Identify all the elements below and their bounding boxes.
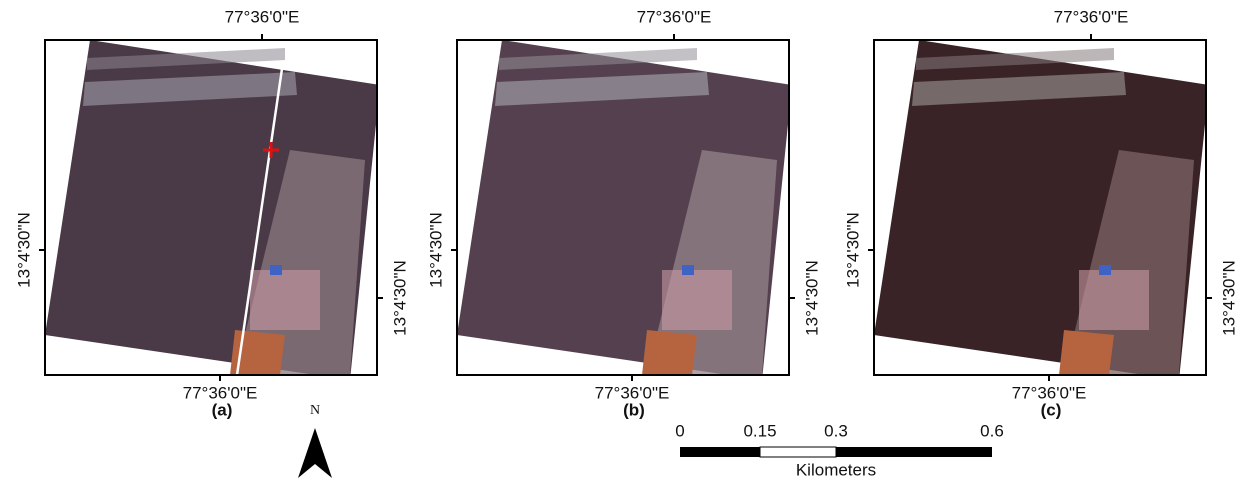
- top-longitude: 77°36'0"E: [637, 7, 712, 26]
- right-latitude: 13°4'30"N: [390, 260, 409, 336]
- right-latitude: 13°4'30"N: [1219, 260, 1238, 336]
- field: [1059, 330, 1114, 375]
- rooftops: [1079, 270, 1149, 330]
- scale-label: 0.6: [980, 421, 1004, 440]
- rooftops: [250, 270, 320, 330]
- top-longitude: 77°36'0"E: [1054, 7, 1129, 26]
- roof-blue: [682, 265, 694, 275]
- figure: N 0 0.15 0.3 0.6 Kilometers 77°36'0"E 77°…: [0, 0, 1243, 484]
- panel-label: (b): [623, 400, 645, 419]
- arrow-left: [298, 428, 315, 478]
- map-panel: 77°36'0"E77°36'0"E13°4'30"N13°4'30"N(b): [426, 7, 821, 419]
- scale-seg: [680, 447, 760, 457]
- map-panel: 77°36'0"E77°36'0"E13°4'30"N13°4'30"N(a): [14, 7, 409, 419]
- panel-label: (c): [1041, 400, 1062, 419]
- scale-seg: [760, 447, 836, 457]
- field: [642, 330, 697, 375]
- scale-label: 0.3: [824, 421, 848, 440]
- right-latitude: 13°4'30"N: [802, 260, 821, 336]
- scale-label: 0.15: [743, 421, 776, 440]
- map-panel: 77°36'0"E77°36'0"E13°4'30"N13°4'30"N(c): [843, 7, 1238, 419]
- scale-label: 0: [675, 421, 684, 440]
- left-latitude: 13°4'30"N: [843, 212, 862, 288]
- top-longitude: 77°36'0"E: [225, 7, 300, 26]
- panel-label: (a): [212, 400, 233, 419]
- satellite-image: [457, 40, 792, 380]
- scale-unit: Kilometers: [796, 460, 876, 479]
- scale-seg: [836, 447, 992, 457]
- arrow-right: [315, 428, 332, 478]
- roof-blue: [1099, 265, 1111, 275]
- north-label: N: [310, 403, 320, 418]
- north-arrow: N: [298, 403, 332, 478]
- rooftops: [662, 270, 732, 330]
- scale-bar: 0 0.15 0.3 0.6 Kilometers: [675, 421, 1004, 479]
- satellite-image: [874, 40, 1209, 380]
- satellite-image: [45, 40, 380, 380]
- roof-blue: [270, 265, 282, 275]
- left-latitude: 13°4'30"N: [14, 212, 33, 288]
- left-latitude: 13°4'30"N: [426, 212, 445, 288]
